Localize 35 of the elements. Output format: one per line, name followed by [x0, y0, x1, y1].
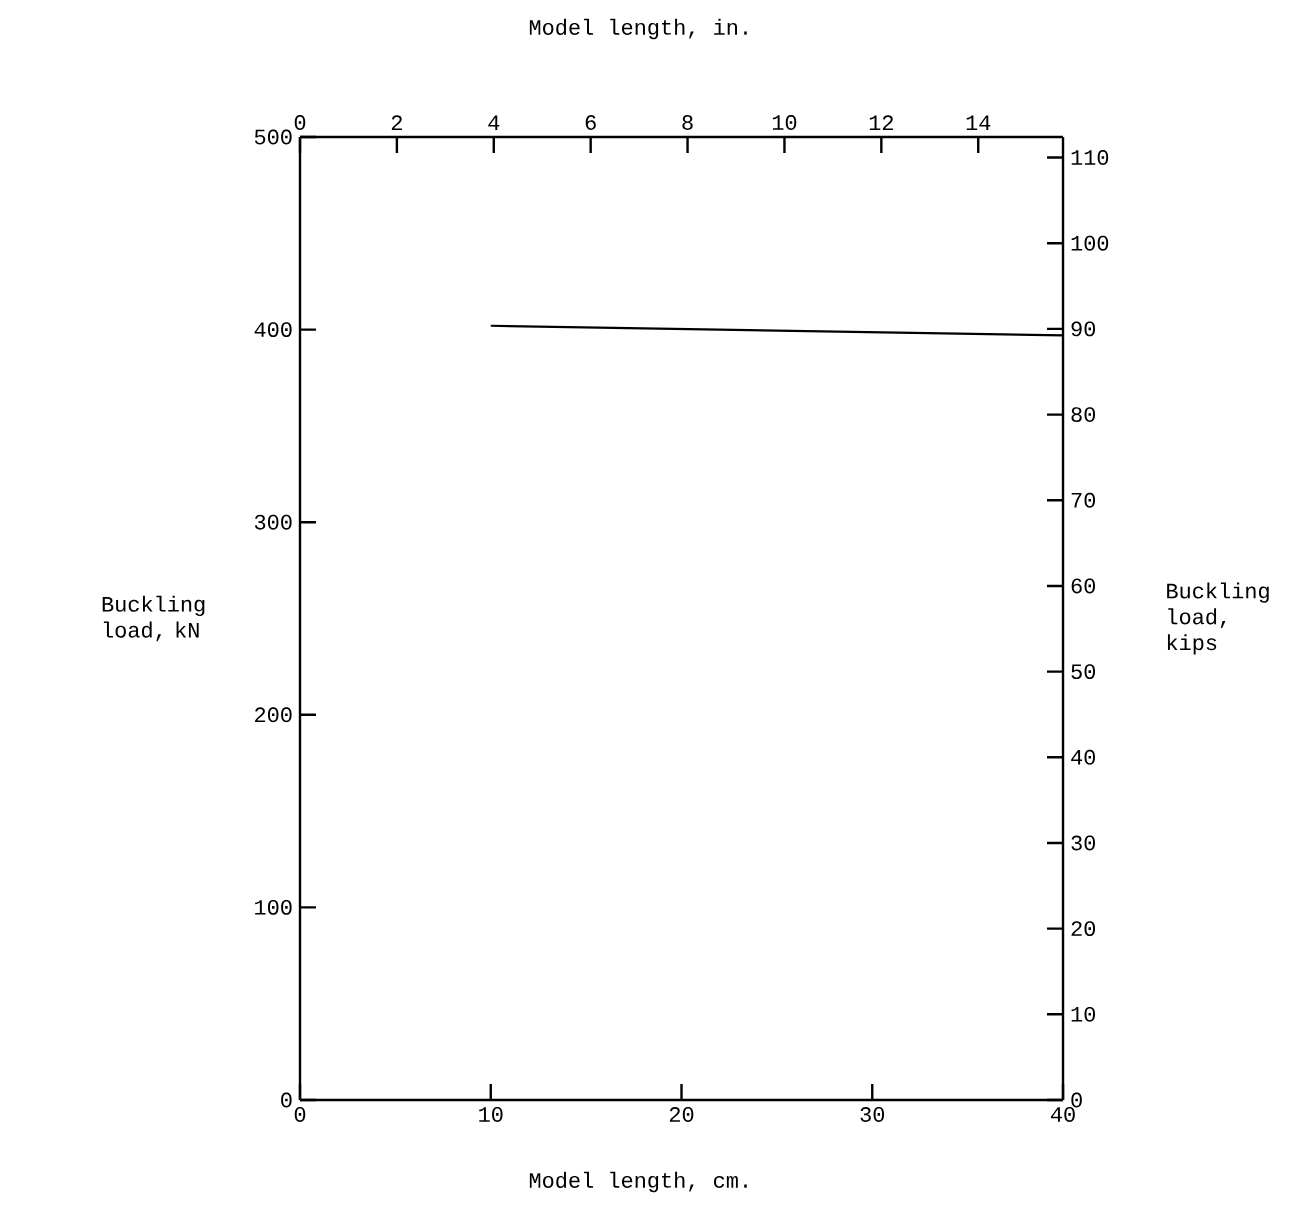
y2-tick-label: 20 [1071, 921, 1096, 937]
x2-tick-label: 6 [585, 115, 596, 130]
y-tick-label: 400 [254, 322, 292, 338]
x2-tick-label: 4 [488, 115, 500, 130]
y2-tick-label: 80 [1071, 407, 1096, 423]
y-tick-label: 0 [281, 1092, 292, 1108]
y2-tick-label: 30 [1071, 835, 1096, 851]
y2-tick-label: 110 [1071, 150, 1109, 165]
y2-axis-title: Buckling load, kips [1167, 582, 1269, 655]
y2-tick-label: 10 [1071, 1006, 1096, 1022]
x-tick-label: 40 [1050, 1107, 1075, 1122]
y-tick-label: 300 [254, 514, 292, 530]
x2-tick-label: 0 [294, 115, 306, 130]
x-tick-label: 20 [669, 1107, 694, 1122]
y-axis-title: Buckling load, kN [102, 595, 205, 642]
y2-tick-label: 40 [1071, 749, 1096, 765]
x2-axis-title: Model length, in. [529, 18, 747, 40]
y-tick-label: 200 [255, 707, 292, 723]
y2-tick-label: 100 [1071, 235, 1109, 251]
x2-tick-label: 14 [966, 115, 991, 130]
y2-tick-label: 0 [1071, 1092, 1082, 1108]
x-tick-label: 10 [479, 1107, 503, 1122]
x-axis-title: Model length, cm. [529, 1171, 747, 1193]
y-tick-label: 500 [254, 129, 292, 145]
y-tick-label: 100 [255, 899, 292, 915]
x2-tick-label: 12 [869, 115, 893, 130]
y2-tick-label: 90 [1071, 321, 1096, 337]
x-tick-label: 30 [860, 1107, 885, 1122]
x-tick-label: 0 [294, 1107, 306, 1122]
x2-tick-label: 2 [391, 115, 402, 130]
y2-tick-label: 70 [1071, 492, 1096, 508]
y2-tick-label: 50 [1071, 664, 1096, 680]
x2-tick-label: 10 [772, 115, 797, 130]
y2-tick-label: 60 [1071, 578, 1096, 594]
x2-tick-label: 8 [682, 115, 693, 130]
